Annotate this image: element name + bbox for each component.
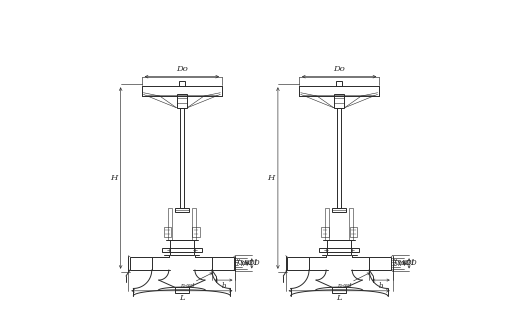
Bar — [192, 227, 200, 237]
Text: DN: DN — [239, 261, 250, 266]
Bar — [319, 248, 359, 252]
Bar — [175, 208, 189, 212]
Text: D1: D1 — [248, 259, 258, 267]
Text: Do: Do — [176, 65, 188, 73]
Bar — [349, 208, 353, 240]
Text: n-φd: n-φd — [181, 284, 195, 288]
Text: L: L — [179, 294, 184, 302]
Bar — [170, 240, 194, 255]
Text: Do: Do — [333, 65, 345, 73]
Text: D1: D1 — [405, 259, 416, 267]
Bar — [212, 257, 234, 270]
Text: DN: DN — [396, 261, 407, 266]
Text: D2: D2 — [243, 259, 254, 267]
Text: D: D — [253, 259, 259, 267]
Bar — [325, 208, 329, 240]
Bar — [327, 240, 351, 255]
Text: b: b — [379, 283, 383, 290]
Text: n-φd: n-φd — [338, 284, 352, 288]
Bar — [369, 257, 391, 270]
Bar — [179, 81, 185, 86]
Bar — [332, 208, 346, 212]
Bar — [168, 208, 172, 240]
Text: b: b — [221, 283, 226, 290]
Bar — [350, 227, 357, 237]
Bar — [177, 94, 187, 108]
Bar — [180, 108, 184, 208]
Bar — [164, 227, 171, 237]
Bar — [321, 227, 329, 237]
Bar — [287, 257, 309, 270]
Text: H: H — [110, 174, 117, 182]
Text: H: H — [267, 174, 275, 182]
Bar — [337, 108, 341, 208]
Bar — [130, 257, 152, 270]
Bar — [332, 288, 346, 293]
Bar — [336, 81, 342, 86]
Bar — [192, 208, 196, 240]
Text: D2: D2 — [401, 259, 411, 267]
Text: L: L — [337, 294, 342, 302]
Bar — [175, 288, 189, 293]
Bar — [162, 248, 202, 252]
Text: D: D — [411, 259, 416, 267]
Bar — [334, 94, 344, 108]
